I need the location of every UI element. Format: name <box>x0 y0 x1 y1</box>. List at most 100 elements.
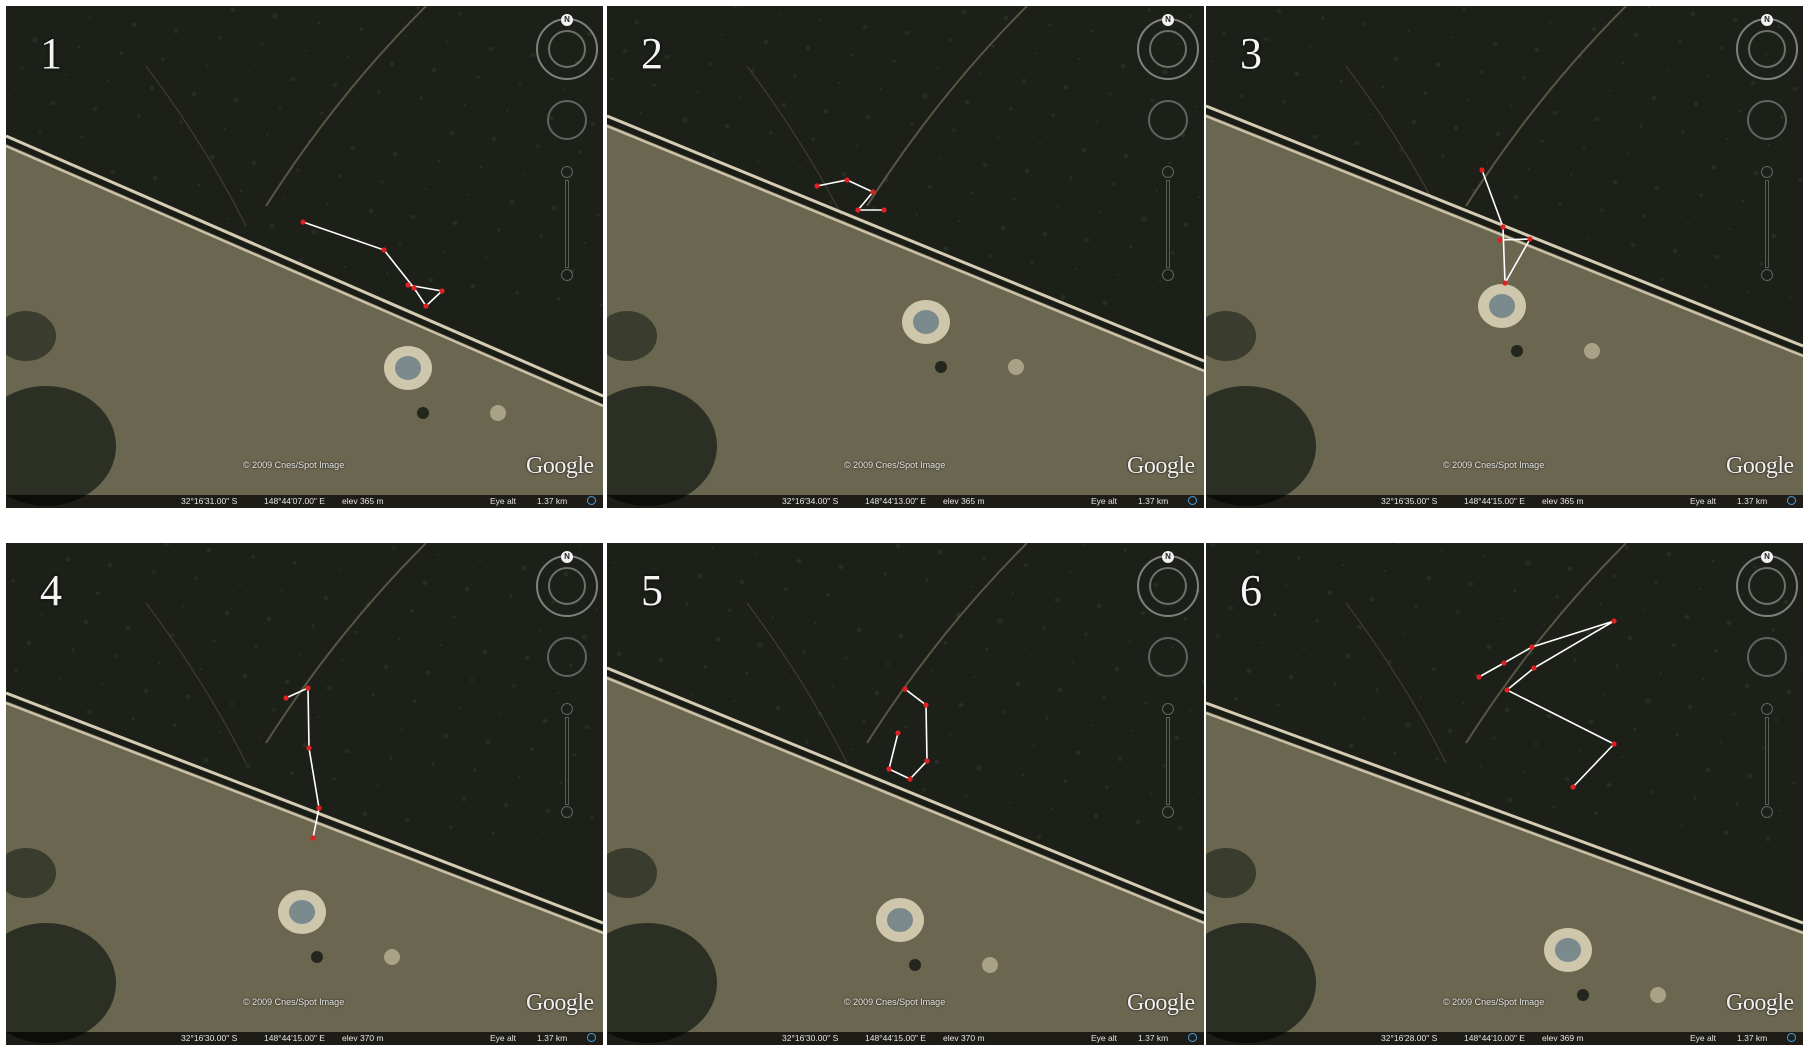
zoom-slider-icon[interactable] <box>1761 703 1773 823</box>
zoom-slider-icon[interactable] <box>561 703 573 823</box>
navigation-controls[interactable]: N <box>536 14 603 281</box>
zoom-track[interactable] <box>1166 180 1170 268</box>
tree-texture <box>1750 80 1756 86</box>
road-verge <box>6 139 603 403</box>
navigation-controls[interactable]: N <box>1736 14 1803 281</box>
tree-texture <box>781 102 787 108</box>
navigation-controls[interactable]: N <box>1137 551 1204 818</box>
navigation-controls[interactable]: N <box>536 551 603 818</box>
tree-texture <box>1686 221 1690 225</box>
zoom-out-button[interactable] <box>561 806 573 818</box>
tree-texture <box>509 594 513 598</box>
tree-texture <box>1786 689 1792 695</box>
zoom-track[interactable] <box>1765 717 1769 805</box>
north-indicator[interactable]: N <box>1761 551 1773 563</box>
longitude-readout: 148°44'15.00" E <box>264 1033 325 1043</box>
zoom-in-button[interactable] <box>561 166 573 178</box>
zoom-out-button[interactable] <box>1162 806 1174 818</box>
tree-texture <box>1177 825 1183 831</box>
tree-texture <box>350 145 356 151</box>
panel-number: 2 <box>641 29 663 78</box>
tree-texture <box>50 100 56 106</box>
north-indicator[interactable]: N <box>1162 551 1174 563</box>
look-joystick-icon[interactable] <box>1148 100 1188 140</box>
tree-texture <box>1168 161 1172 165</box>
satellite-map[interactable] <box>607 6 1204 508</box>
look-joystick-icon[interactable] <box>547 637 587 677</box>
zoom-in-button[interactable] <box>1761 166 1773 178</box>
tree-texture <box>1513 589 1517 593</box>
look-joystick-icon[interactable] <box>547 100 587 140</box>
tree-texture <box>1297 556 1301 560</box>
navigation-controls[interactable]: N <box>1137 14 1204 281</box>
tree-texture <box>119 51 123 55</box>
map-panel-5[interactable]: 5 N © 2009 Cnes/Spot Image Google 32°16'30.0… <box>607 543 1204 1045</box>
zoom-in-button[interactable] <box>1162 703 1174 715</box>
road <box>6 144 603 408</box>
tree-texture <box>1029 654 1033 658</box>
tree-texture <box>757 642 763 648</box>
zoom-track[interactable] <box>1765 180 1769 268</box>
tree-texture <box>1666 551 1672 557</box>
compass-inner-ring[interactable] <box>548 567 586 605</box>
zoom-track[interactable] <box>565 180 569 268</box>
map-panel-3[interactable]: 3 N © 2009 Cnes/Spot Image Google 32°16'35.0… <box>1206 6 1803 508</box>
compass-inner-ring[interactable] <box>548 30 586 68</box>
tree-texture <box>88 16 92 20</box>
map-panel-1[interactable]: 1 N © 2009 Cnes/Spot Image Google 32°16'31.0… <box>6 6 603 508</box>
map-panel-4[interactable]: 4 N © 2009 Cnes/Spot Image Google 32°16'30.0… <box>6 543 603 1045</box>
compass-inner-ring[interactable] <box>1748 30 1786 68</box>
google-logo: Google <box>1127 453 1195 479</box>
satellite-map[interactable] <box>6 543 603 1045</box>
tree-texture <box>1036 834 1042 840</box>
compass-inner-ring[interactable] <box>1748 567 1786 605</box>
zoom-in-button[interactable] <box>1761 703 1773 715</box>
zoom-out-button[interactable] <box>561 269 573 281</box>
north-indicator[interactable]: N <box>1761 14 1773 26</box>
north-indicator[interactable]: N <box>561 14 573 26</box>
satellite-map[interactable] <box>1206 6 1803 508</box>
compass-inner-ring[interactable] <box>1149 567 1187 605</box>
tree-texture <box>458 12 462 16</box>
zoom-slider-icon[interactable] <box>1162 166 1174 286</box>
zoom-out-button[interactable] <box>1761 269 1773 281</box>
tree-texture <box>449 825 453 829</box>
zoom-slider-icon[interactable] <box>561 166 573 286</box>
zoom-in-button[interactable] <box>1162 166 1174 178</box>
navigation-controls[interactable]: N <box>1736 551 1803 818</box>
tree-texture <box>584 724 590 730</box>
tree-texture <box>379 574 383 578</box>
zoom-in-button[interactable] <box>561 703 573 715</box>
tree-texture <box>654 567 658 571</box>
satellite-map[interactable] <box>6 6 603 508</box>
look-joystick-icon[interactable] <box>1148 637 1188 677</box>
tree-texture <box>1681 130 1685 134</box>
tree-texture <box>1684 614 1690 620</box>
look-joystick-icon[interactable] <box>1747 100 1787 140</box>
map-panel-6[interactable]: 6 N © 2009 Cnes/Spot Image Google 32°16'28.0… <box>1206 543 1803 1045</box>
tree-texture <box>616 651 622 657</box>
tree-texture <box>1191 798 1195 802</box>
zoom-out-button[interactable] <box>1162 269 1174 281</box>
satellite-map[interactable] <box>607 543 1204 1045</box>
north-indicator[interactable]: N <box>561 551 573 563</box>
zoom-track[interactable] <box>1166 717 1170 805</box>
zoom-track[interactable] <box>565 717 569 805</box>
tree-texture <box>484 256 488 260</box>
tree-texture <box>1242 578 1246 582</box>
tree-texture <box>1540 139 1544 143</box>
zoom-slider-icon[interactable] <box>1162 703 1174 823</box>
zoom-slider-icon[interactable] <box>1761 166 1773 286</box>
look-joystick-icon[interactable] <box>1747 637 1787 677</box>
north-indicator[interactable]: N <box>1162 14 1174 26</box>
gps-track-point <box>300 219 306 225</box>
zoom-out-button[interactable] <box>1761 806 1773 818</box>
bush-patch <box>1206 311 1256 361</box>
tree-texture <box>259 736 263 740</box>
compass-inner-ring[interactable] <box>1149 30 1187 68</box>
map-panel-2[interactable]: 2 N © 2009 Cnes/Spot Image Google 32°16'34.0… <box>607 6 1204 508</box>
tree-texture <box>1405 722 1411 728</box>
tree-texture <box>690 693 694 697</box>
tree-texture <box>1564 776 1570 782</box>
satellite-map[interactable] <box>1206 543 1803 1045</box>
